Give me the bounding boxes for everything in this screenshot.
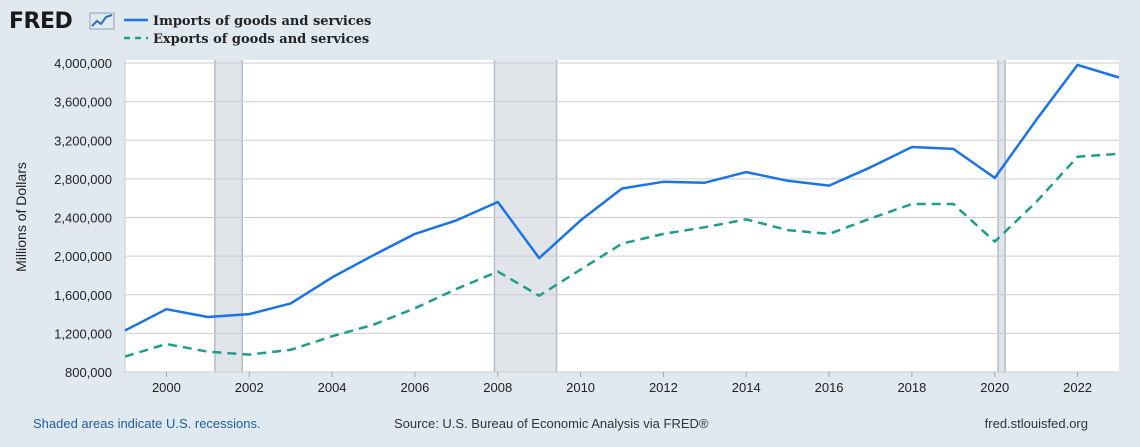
fred-logo[interactable]: FRED [9,9,115,34]
y-tick-label: 1,600,000 [54,288,112,303]
source-note: Source: U.S. Bureau of Economic Analysis… [394,416,709,431]
recession-band [214,60,243,372]
fred-site-link[interactable]: fred.stlouisfed.org [984,416,1088,431]
legend-label-imports: Imports of goods and services [153,14,371,29]
y-tick-label: 2,400,000 [54,211,112,226]
x-tick-label: 2012 [649,380,678,395]
x-tick-label: 2008 [483,380,512,395]
y-tick-label: 2,800,000 [54,172,112,187]
y-tick-label: 800,000 [65,365,112,380]
legend: Imports of goods and services Exports of… [124,14,371,47]
series-lines [124,63,1120,358]
exports-series-line [124,152,1120,358]
y-axis-ticks: 800,000 1,200,000 1,600,000 2,000,000 2,400,… [54,56,112,380]
recession-shading [214,60,1006,372]
y-tick-label: 1,200,000 [54,326,112,341]
y-tick-label: 3,200,000 [54,133,112,148]
x-tick-label: 2004 [318,380,347,395]
y-tick-label: 2,000,000 [54,249,112,264]
x-tick-label: 2006 [400,380,429,395]
recession-note-link[interactable]: Shaded areas indicate U.S. recessions. [33,416,261,431]
x-tick-label: 2014 [732,380,761,395]
recession-band [494,60,557,372]
x-tick-label: 2002 [235,380,264,395]
x-tick-label: 2000 [152,380,181,395]
x-tick-label: 2018 [897,380,926,395]
x-tick-label: 2020 [980,380,1009,395]
chart-line-icon [89,12,115,30]
recession-band [998,60,1006,372]
x-axis-ticks: 2000 2002 2004 2006 2008 2010 2012 2014 2016 2018… [152,372,1092,395]
y-tick-label: 3,600,000 [54,95,112,110]
x-tick-label: 2010 [566,380,595,395]
gridlines [124,60,1119,373]
x-tick-label: 2016 [815,380,844,395]
fred-logo-text: FRED [9,9,72,34]
legend-label-exports: Exports of goods and services [153,32,369,47]
x-tick-label: 2022 [1063,380,1092,395]
y-tick-label: 4,000,000 [54,56,112,71]
y-axis-title: Millions of Dollars [13,162,29,272]
imports-series-line [124,63,1120,332]
plot-area [125,60,1119,372]
